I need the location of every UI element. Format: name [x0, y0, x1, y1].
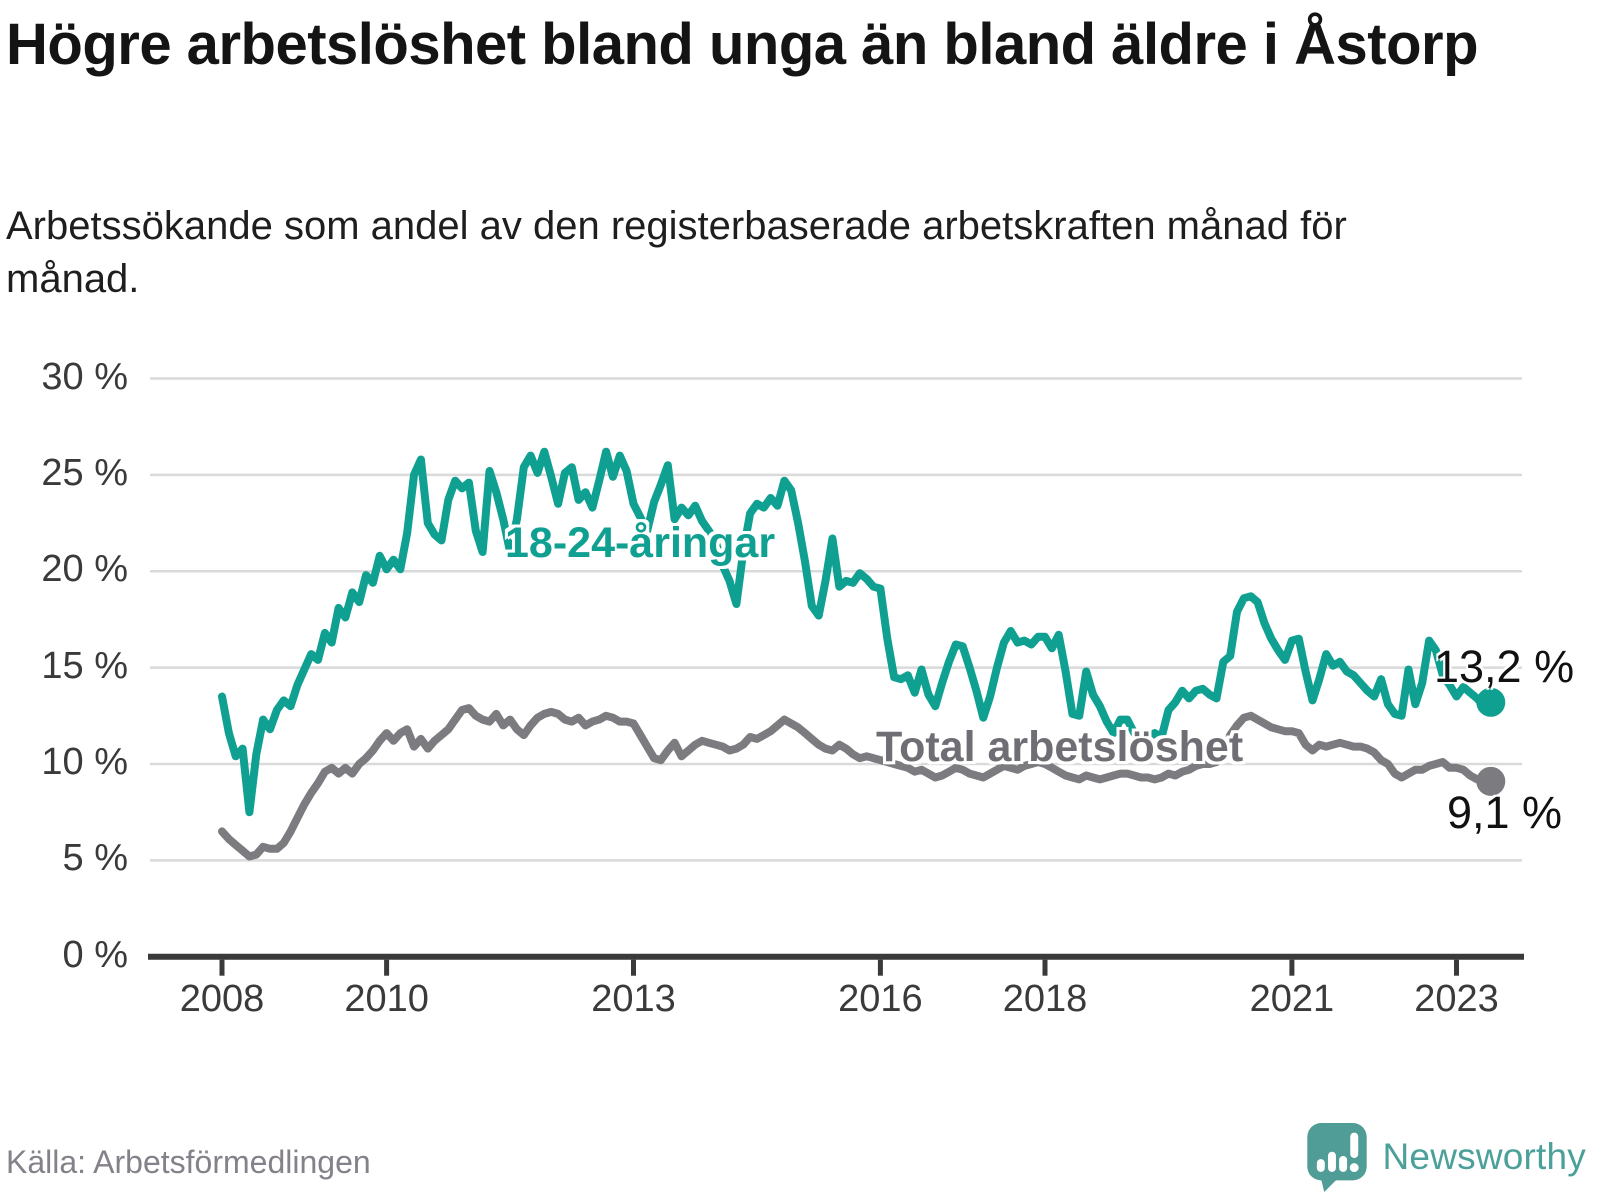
series-label-youth: 18-24-åringar: [505, 519, 776, 567]
series-line-youth: [218, 447, 1495, 817]
x-axis-label: 2013: [591, 978, 676, 1020]
page-subtitle: Arbetssökande som andel av den registerb…: [6, 204, 1347, 301]
end-value-label-youth: 13,2 %: [1434, 641, 1575, 692]
x-axis-label: 2008: [179, 978, 265, 1020]
newsworthy-chart-bubble-icon: [1306, 1123, 1367, 1192]
y-axis-label: 30 %: [41, 355, 128, 398]
series-label-total: Total arbetslöshet: [876, 723, 1244, 771]
y-axis-label: 25 %: [41, 451, 128, 494]
newsworthy-wordmark: Newsworthy: [1382, 1136, 1586, 1177]
source-note: Källa: Arbetsförmedlingen: [6, 1144, 371, 1180]
y-axis-label: 10 %: [41, 740, 128, 783]
newsworthy-logo: Newsworthy: [1305, 1122, 1587, 1192]
x-axis-label: 2023: [1414, 978, 1499, 1020]
y-axis-label: 5 %: [62, 837, 128, 880]
x-axis-label: 2016: [838, 978, 923, 1020]
end-dot-total: [1476, 766, 1506, 796]
x-axis-label: 2018: [1002, 978, 1088, 1020]
y-axis-label: 20 %: [41, 548, 128, 591]
x-axis-label: 2021: [1249, 978, 1335, 1020]
y-axis-label: 0 %: [62, 933, 128, 976]
page-title: Högre arbetslöshet bland unga än bland ä…: [6, 12, 1479, 77]
end-dot-youth: [1476, 687, 1506, 717]
y-axis-label: 15 %: [41, 644, 128, 687]
end-value-label-total: 9,1 %: [1447, 787, 1563, 838]
x-axis-label: 2010: [344, 978, 429, 1020]
series-line-total: [218, 704, 1495, 861]
